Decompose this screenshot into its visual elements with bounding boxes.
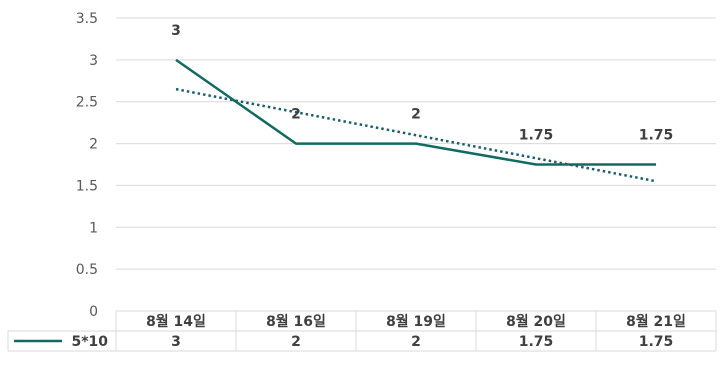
trendline — [175, 87, 657, 183]
x-category-label: 8월 16일 — [266, 313, 326, 330]
series-group — [175, 58, 656, 166]
trendline-group — [175, 87, 657, 183]
y-tick-label: 0 — [89, 304, 98, 320]
y-tick-label: 3 — [89, 53, 98, 69]
data-table: 8월 14일 8월 16일 8월 19일 8월 20일 8월 21일 5*10 3 2 2 1.7… — [7, 310, 717, 352]
x-category-label: 8월 19일 — [386, 313, 446, 330]
table-value: 2 — [291, 334, 301, 350]
x-category-label: 8월 14일 — [146, 313, 206, 330]
y-tick-label: 0.5 — [76, 262, 98, 278]
data-label: 3 — [171, 23, 181, 39]
y-tick-label: 1 — [89, 220, 98, 236]
table-value: 3 — [171, 334, 181, 350]
x-category-label: 8월 21일 — [626, 313, 686, 330]
data-label: 1.75 — [519, 128, 554, 144]
y-tick-label: 2 — [89, 137, 98, 153]
gridlines — [116, 17, 716, 270]
x-category-label: 8월 20일 — [506, 313, 566, 330]
data-label: 2 — [291, 107, 301, 123]
data-label: 2 — [411, 107, 421, 123]
data-label: 1.75 — [639, 128, 674, 144]
legend-series-name: 5*10 — [71, 334, 108, 350]
table-value: 1.75 — [519, 334, 554, 350]
data-labels: 3 2 2 1.75 1.75 — [171, 23, 673, 144]
y-tick-label: 1.5 — [76, 178, 98, 194]
y-tick-label: 3.5 — [76, 11, 98, 27]
table-value: 1.75 — [639, 334, 674, 350]
series-line-5x10 — [175, 58, 656, 166]
y-axis-ticks: 0 0.5 1 1.5 2 2.5 3 3.5 — [76, 11, 98, 320]
table-value: 2 — [411, 334, 421, 350]
y-tick-label: 2.5 — [76, 95, 98, 111]
